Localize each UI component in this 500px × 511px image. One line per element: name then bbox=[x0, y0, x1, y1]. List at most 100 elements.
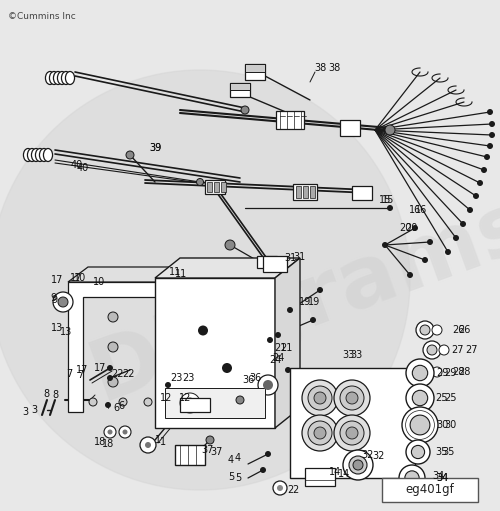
Circle shape bbox=[416, 321, 434, 339]
Circle shape bbox=[302, 415, 338, 451]
Circle shape bbox=[405, 471, 419, 485]
Text: 2: 2 bbox=[287, 485, 293, 495]
Text: 17: 17 bbox=[76, 365, 88, 375]
Text: 34: 34 bbox=[432, 471, 444, 481]
Circle shape bbox=[439, 345, 449, 355]
Ellipse shape bbox=[32, 149, 40, 161]
Bar bbox=[290, 368, 415, 478]
Text: 32: 32 bbox=[372, 451, 384, 461]
Circle shape bbox=[165, 382, 171, 388]
Circle shape bbox=[302, 380, 338, 416]
Circle shape bbox=[236, 396, 244, 404]
Text: 16: 16 bbox=[409, 205, 421, 215]
Text: 32: 32 bbox=[362, 450, 374, 460]
Bar bbox=[180, 398, 210, 412]
Ellipse shape bbox=[44, 149, 52, 161]
Circle shape bbox=[277, 485, 283, 491]
Bar bbox=[296, 186, 301, 198]
Text: 16: 16 bbox=[415, 205, 427, 215]
Circle shape bbox=[334, 380, 370, 416]
Circle shape bbox=[222, 363, 232, 373]
Bar bbox=[276, 111, 304, 129]
Circle shape bbox=[473, 193, 479, 199]
Circle shape bbox=[206, 436, 214, 444]
Circle shape bbox=[275, 332, 281, 338]
Text: 21: 21 bbox=[274, 343, 286, 353]
Ellipse shape bbox=[46, 72, 54, 84]
Text: 3: 3 bbox=[31, 405, 37, 415]
Text: 24: 24 bbox=[269, 355, 281, 365]
Text: 2: 2 bbox=[292, 485, 298, 495]
Text: 1: 1 bbox=[155, 435, 161, 445]
Text: 26: 26 bbox=[458, 325, 470, 335]
Circle shape bbox=[412, 225, 418, 231]
Circle shape bbox=[345, 459, 359, 473]
Bar bbox=[310, 186, 315, 198]
Text: 21: 21 bbox=[280, 343, 292, 353]
Circle shape bbox=[140, 437, 156, 453]
Text: 25: 25 bbox=[436, 393, 448, 403]
Text: 4: 4 bbox=[235, 453, 241, 463]
Circle shape bbox=[145, 442, 151, 448]
Text: 20: 20 bbox=[405, 223, 417, 233]
Circle shape bbox=[185, 398, 195, 408]
Text: ©Cummins Inc: ©Cummins Inc bbox=[8, 12, 76, 21]
Bar bbox=[214, 182, 219, 192]
Text: 1: 1 bbox=[160, 437, 166, 447]
Text: 34: 34 bbox=[436, 473, 448, 483]
Polygon shape bbox=[163, 267, 183, 297]
Circle shape bbox=[481, 167, 487, 173]
Circle shape bbox=[427, 239, 433, 245]
Circle shape bbox=[343, 450, 373, 480]
Circle shape bbox=[119, 426, 131, 438]
Circle shape bbox=[108, 430, 112, 434]
Circle shape bbox=[285, 367, 291, 373]
Text: 24: 24 bbox=[272, 353, 284, 363]
Text: 39: 39 bbox=[149, 143, 161, 153]
Circle shape bbox=[399, 465, 425, 491]
Bar bbox=[352, 186, 372, 200]
Circle shape bbox=[122, 430, 128, 434]
Text: 18: 18 bbox=[102, 439, 114, 449]
Text: 39: 39 bbox=[149, 143, 161, 153]
Bar bbox=[245, 64, 265, 72]
Circle shape bbox=[489, 132, 495, 138]
Circle shape bbox=[317, 287, 323, 293]
Bar bbox=[221, 182, 226, 192]
Text: 23: 23 bbox=[170, 373, 182, 383]
Text: 9: 9 bbox=[52, 295, 58, 305]
Text: 35: 35 bbox=[436, 447, 448, 457]
Text: 37: 37 bbox=[202, 445, 214, 455]
Circle shape bbox=[107, 375, 113, 381]
Ellipse shape bbox=[66, 72, 74, 84]
Ellipse shape bbox=[62, 72, 70, 84]
Text: 4: 4 bbox=[228, 455, 234, 465]
Circle shape bbox=[340, 386, 364, 410]
Bar bbox=[175, 445, 205, 465]
Bar bbox=[230, 83, 250, 90]
Circle shape bbox=[453, 235, 459, 241]
Circle shape bbox=[484, 154, 490, 160]
Circle shape bbox=[420, 325, 430, 335]
Circle shape bbox=[346, 392, 358, 404]
Circle shape bbox=[265, 451, 271, 457]
Circle shape bbox=[489, 121, 495, 127]
Text: 19: 19 bbox=[308, 297, 320, 307]
Circle shape bbox=[432, 367, 442, 377]
Text: Diagrams: Diagrams bbox=[78, 182, 500, 419]
Text: 27: 27 bbox=[452, 345, 464, 355]
Circle shape bbox=[423, 341, 441, 359]
Ellipse shape bbox=[54, 72, 62, 84]
Text: 9: 9 bbox=[50, 293, 56, 303]
Circle shape bbox=[460, 221, 466, 227]
Circle shape bbox=[308, 386, 332, 410]
Text: 29: 29 bbox=[436, 368, 448, 378]
Text: 40: 40 bbox=[71, 160, 83, 170]
Text: eg401gf: eg401gf bbox=[406, 483, 454, 497]
Text: 17: 17 bbox=[51, 275, 63, 285]
Ellipse shape bbox=[28, 149, 36, 161]
Circle shape bbox=[53, 292, 73, 312]
Text: 30: 30 bbox=[444, 420, 456, 430]
Circle shape bbox=[412, 446, 424, 458]
Ellipse shape bbox=[24, 149, 32, 161]
